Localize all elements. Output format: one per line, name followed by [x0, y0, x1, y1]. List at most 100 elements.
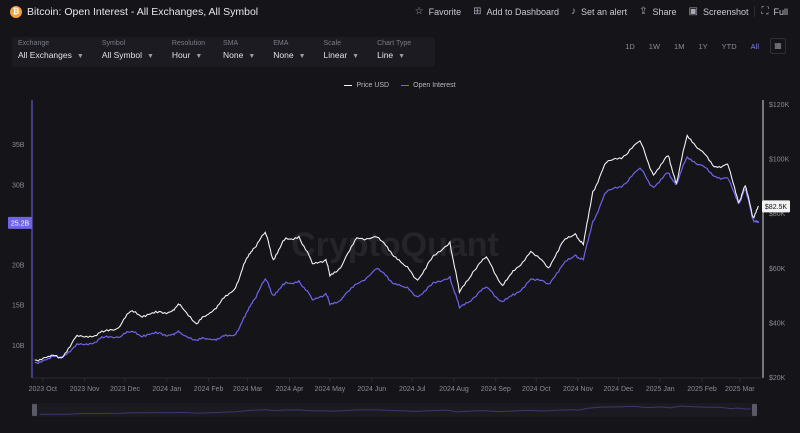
- legend-item-open-interest[interactable]: Open Interest: [401, 82, 456, 89]
- x-axis-tick: 2024 Sep: [481, 386, 511, 393]
- symbol-dropdown-label: Symbol: [101, 40, 126, 47]
- caret-down-icon: ▼: [76, 53, 84, 60]
- legend-swatch-open-interest: [401, 84, 410, 87]
- x-axis-ticks: 2023 Oct 2023 Nov 2023 Dec 2024 Jan 2024 Feb…: [29, 378, 755, 393]
- navigator-handle-left[interactable]: [32, 404, 37, 416]
- left-axis-tick: 35B: [12, 142, 25, 149]
- chart-controls: Exchange All Exchanges ▼ Symbol All Symbol ▼ R…: [12, 37, 436, 67]
- chart-type-dropdown[interactable]: Chart Type Line ▼: [377, 39, 411, 63]
- resolution-selected-value: Hour: [171, 50, 191, 60]
- x-axis-tick: 2025 Jan: [646, 386, 675, 393]
- sma-dropdown-value: None ▼: [223, 49, 255, 63]
- caret-down-icon: ▼: [398, 53, 406, 60]
- resolution-dropdown-label: Resolution: [171, 40, 205, 47]
- screenshot-button[interactable]: ▣ Screenshot: [683, 6, 755, 17]
- left-axis-tick: 30B: [12, 182, 25, 189]
- add-to-dashboard-label: Add to Dashboard: [486, 6, 560, 17]
- share-label: Share: [652, 6, 677, 17]
- legend-swatch-price: [344, 84, 353, 87]
- x-axis-tick: 2025 Feb: [687, 386, 717, 393]
- watermark: CryptoQuant: [291, 226, 499, 264]
- bitcoin-icon: ₿: [10, 6, 22, 18]
- x-axis-tick: 2025 Mar: [725, 386, 755, 393]
- range-all[interactable]: All: [750, 41, 759, 51]
- full-button[interactable]: ⛶ Full: [754, 6, 794, 17]
- exchange-dropdown[interactable]: Exchange All Exchanges ▼: [18, 39, 84, 63]
- x-axis-tick: 2024 Nov: [563, 386, 593, 393]
- set-an-alert-button[interactable]: ♪ Set an alert: [565, 6, 633, 17]
- symbol-dropdown[interactable]: Symbol All Symbol ▼: [102, 39, 154, 63]
- x-axis-tick: 2024 May: [315, 386, 346, 393]
- x-axis-tick: 2024 Apr: [275, 386, 304, 393]
- add-to-dashboard-button[interactable]: ⊞ Add to Dashboard: [467, 6, 565, 17]
- x-axis-tick: 2024 Mar: [233, 386, 263, 393]
- right-axis-tick: $100K: [769, 157, 790, 164]
- caret-down-icon: ▼: [352, 53, 360, 60]
- current-oi-label: 25.2B: [11, 220, 30, 227]
- series-line-price-usd: [34, 133, 759, 362]
- ema-selected-value: None: [273, 50, 294, 60]
- current-price-badge: [762, 200, 790, 213]
- favorite-label: Favorite: [428, 6, 462, 17]
- navigator-track[interactable]: [32, 403, 757, 417]
- range-ytd[interactable]: YTD: [721, 41, 737, 51]
- caret-down-icon: ▼: [298, 53, 306, 60]
- share-button[interactable]: ⇪ Share: [633, 6, 682, 17]
- current-price-label: $82.5K: [765, 204, 788, 211]
- right-axis-ticks: $20K $40K $60K $80K $100K $120K: [769, 102, 790, 382]
- sma-dropdown[interactable]: SMA None ▼: [223, 39, 255, 63]
- navigator-handle-right[interactable]: [752, 404, 757, 416]
- scale-dropdown-label: Scale: [323, 40, 342, 47]
- value-badges: 25.2B $82.5K: [8, 200, 790, 229]
- favorite-button[interactable]: ☆ Favorite: [409, 6, 467, 17]
- resolution-dropdown[interactable]: Resolution Hour ▼: [172, 39, 205, 63]
- scale-selected-value: Linear: [323, 50, 348, 60]
- ema-dropdown-label: EMA: [273, 40, 289, 47]
- ema-dropdown[interactable]: EMA None ▼: [273, 39, 305, 63]
- title-group: ₿ Bitcoin: Open Interest - All Exchanges…: [10, 6, 258, 18]
- legend-label-price: Price USD: [356, 82, 390, 89]
- set-an-alert-label: Set an alert: [581, 6, 628, 17]
- sma-dropdown-label: SMA: [222, 40, 239, 47]
- camera-icon: ▣: [688, 6, 698, 17]
- legend-label-open-interest: Open Interest: [413, 82, 456, 89]
- caret-down-icon: ▼: [146, 53, 154, 60]
- range-1w[interactable]: 1W: [648, 41, 661, 51]
- navigator-preview-line: [39, 405, 751, 415]
- right-axis-tick: $60K: [769, 266, 786, 273]
- scale-dropdown-value: Linear ▼: [324, 49, 360, 63]
- right-axis-tick: $20K: [769, 375, 786, 382]
- symbol-selected-value: All Symbol: [101, 50, 142, 60]
- range-1y[interactable]: 1Y: [698, 41, 708, 51]
- legend-item-price[interactable]: Price USD: [344, 82, 389, 89]
- top-bar: ₿ Bitcoin: Open Interest - All Exchanges…: [0, 0, 800, 26]
- x-axis-tick: 2023 Nov: [70, 386, 100, 393]
- sma-selected-value: None: [222, 50, 244, 60]
- left-axis-tick: 15B: [12, 303, 25, 310]
- range-1m[interactable]: 1M: [674, 41, 685, 51]
- x-axis-tick: 2024 Jan: [152, 386, 181, 393]
- left-axis-ticks: 10B 15B 20B 30B 35B: [12, 142, 25, 350]
- resolution-dropdown-value: Hour ▼: [172, 49, 205, 63]
- exchange-selected-value: All Exchanges: [18, 50, 72, 60]
- chart-type-dropdown-label: Chart Type: [377, 40, 412, 47]
- current-oi-badge: [8, 216, 32, 229]
- screenshot-label: Screenshot: [702, 6, 749, 17]
- star-icon: ☆: [414, 6, 424, 17]
- x-axis-tick: 2024 Oct: [522, 386, 550, 393]
- calendar-icon[interactable]: ▦: [770, 38, 786, 54]
- ema-dropdown-value: None ▼: [273, 49, 305, 63]
- x-axis-tick: 2024 Dec: [603, 386, 633, 393]
- left-axis-tick: 20B: [12, 263, 25, 270]
- scale-dropdown[interactable]: Scale Linear ▼: [324, 39, 360, 63]
- right-axis-tick: $40K: [769, 320, 786, 327]
- x-axis-tick: 2024 Jun: [357, 386, 386, 393]
- right-axis-tick: $120K: [769, 102, 790, 109]
- bell-icon: ♪: [571, 6, 577, 17]
- range-1d[interactable]: 1D: [625, 41, 635, 51]
- caret-down-icon: ▼: [195, 53, 203, 60]
- chart-type-dropdown-value: Line ▼: [377, 49, 411, 63]
- series-layer: [34, 133, 760, 365]
- symbol-dropdown-value: All Symbol ▼: [102, 49, 154, 63]
